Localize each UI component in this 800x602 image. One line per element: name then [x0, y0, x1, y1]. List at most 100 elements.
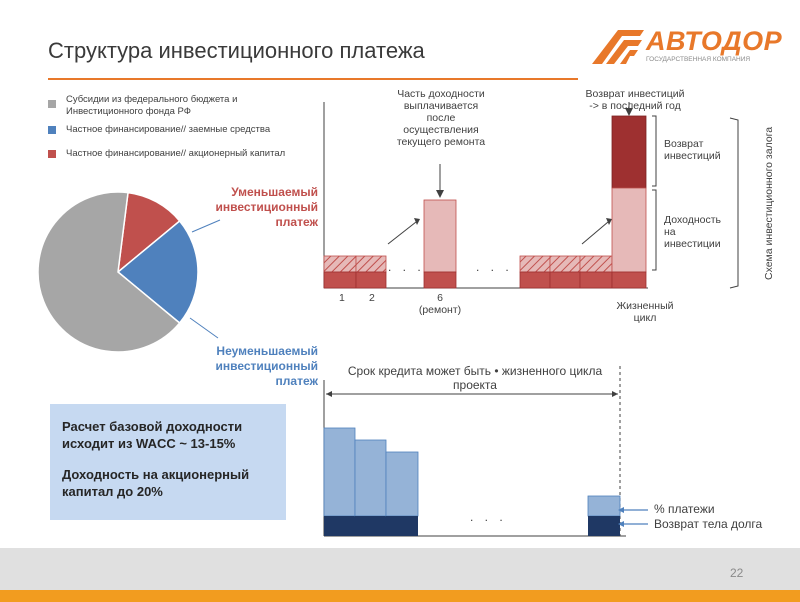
x-label-6-number: 6: [437, 292, 443, 304]
wacc-info-box: Расчет базовой доходности исходит из WAC…: [50, 404, 286, 520]
year2-base-bar: [355, 271, 387, 289]
legend-payments-arrowhead: [618, 507, 624, 513]
bracket-return-line2: инвестиций: [664, 150, 721, 162]
legend-subsidy-line2: Инвестиционного фонда РФ: [66, 106, 191, 117]
repair-year-yield-bar: [423, 199, 457, 273]
loan-last-principal-bar: [588, 516, 620, 536]
pie-slice-0: [37, 191, 181, 353]
loan-repayment-diagram: [323, 366, 648, 537]
repair-note-line5: текущего ремонта: [396, 136, 486, 148]
return-note-line1: Возврат инвестиций: [585, 88, 685, 100]
legend-subsidy: Субсидии из федерального бюджета и Инвес…: [66, 94, 237, 118]
arrow-last-diag-head: [606, 218, 612, 225]
bracket-yield-label: Доходность на инвестиции: [664, 214, 721, 250]
year2-yield-bar: [355, 255, 387, 273]
bracket-yield-line1: Доходность: [664, 214, 721, 226]
loan-year1-principal-bar: [324, 516, 355, 536]
bracket-return: [652, 115, 657, 187]
wacc-text: Расчет базовой доходности исходит из WAC…: [62, 418, 242, 452]
legend-debt: Частное финансирование// заемные средств…: [66, 124, 271, 135]
return-note: Возврат инвестиций -> в последний год: [570, 88, 700, 112]
nonreducible-line2: инвестиционный: [215, 359, 319, 373]
x-label-2: 2: [369, 292, 375, 304]
later-year1-base-bar: [519, 271, 551, 289]
loan-year2-principal-bar: [355, 516, 386, 536]
x-label-6-repair: (ремонт): [418, 304, 462, 316]
legend-subsidy-line1: Субсидии из федерального бюджета и: [66, 94, 238, 105]
loan-term-arrow-left: [326, 391, 332, 397]
life-cycle-label: Жизненный цикл: [610, 300, 680, 324]
loan-year1-interest-bar: [323, 427, 356, 517]
legend-swatch-equity: [48, 150, 56, 158]
repair-year-base-bar: [423, 271, 457, 289]
last-year-base-bar: [611, 271, 647, 289]
life-cycle-line2: цикл: [633, 312, 657, 324]
reducible-line3: платеж: [275, 215, 318, 229]
loan-year3-interest-bar: [385, 451, 419, 517]
bracket-return-line1: Возврат: [664, 138, 704, 150]
logo-name: АВТОДОР: [646, 26, 783, 56]
year1-base-bar: [323, 271, 357, 289]
loan-year2-interest-bar: [354, 439, 387, 517]
top-dots-1: . . .: [388, 260, 425, 274]
pointer-nonreducible: [189, 317, 219, 339]
arrow-repair-diag: [387, 221, 417, 245]
last-year-yield-bar: [611, 187, 647, 273]
loan-term-arrow-right: [612, 391, 618, 397]
arrow-repair-diag-head: [414, 218, 420, 225]
repair-note-line3: после: [426, 112, 456, 124]
loan-term-title-line2: проекта: [453, 378, 497, 392]
pie-pointers: [189, 219, 221, 339]
page-number: 22: [730, 566, 744, 580]
loan-last-interest-bar: [587, 495, 621, 517]
bottom-dots: . . .: [470, 510, 507, 524]
scheme-side-label: Схема инвестиционного залога: [763, 126, 775, 280]
info-line1: Расчет базовой доходности: [62, 419, 243, 434]
life-cycle-line1: Жизненный: [616, 300, 674, 312]
later-year2-base-bar: [549, 271, 581, 289]
footer-bar: [0, 548, 800, 594]
bracket-return-label: Возврат инвестиций: [664, 138, 721, 162]
bracket-scheme: [729, 117, 739, 289]
nonreducible-line1: Неуменьшаемый: [216, 344, 318, 358]
legend-payments-label: % платежи: [654, 502, 715, 516]
later-year1-yield-bar: [519, 255, 551, 273]
reducible-payment-label: Уменьшаемый инвестиционный платеж: [190, 185, 319, 230]
equity-return-text: Доходность на акционерный капитал до 20%: [62, 466, 249, 500]
loan-term-title-line1: Срок кредита может быть • жизненного цик…: [347, 364, 603, 378]
later-year3-base-bar: [579, 271, 613, 289]
pointer-reducible: [191, 219, 221, 233]
legend-principal-label: Возврат тела долга: [654, 517, 763, 531]
arrow-return-head: [625, 108, 633, 116]
page-title: Структура инвестиционного платежа: [48, 38, 425, 63]
pie-slice-1: [116, 219, 199, 325]
loan-term-title: Срок кредита может быть • жизненного цик…: [330, 364, 620, 392]
bracket-yield-line2: на: [664, 226, 676, 238]
legend-principal-arrowhead: [618, 521, 624, 527]
bracket-yield-line3: инвестиции: [664, 238, 721, 250]
collateral-scheme-diagram: [323, 102, 739, 289]
later-year2-yield-bar: [549, 255, 581, 273]
footer-accent: [0, 590, 800, 602]
x-label-1: 1: [339, 292, 345, 304]
pie-slice-2: [117, 191, 181, 274]
year1-yield-bar: [323, 255, 357, 273]
later-year3-yield-bar: [579, 255, 613, 273]
legend-swatch-subsidy: [48, 100, 56, 108]
arrow-last-diag: [581, 221, 609, 245]
reducible-line2: инвестиционный: [215, 200, 319, 214]
legend-equity: Частное финансирование// акционерный кап…: [66, 148, 286, 159]
bracket-yield: [652, 189, 657, 271]
x-label-6: 6 (ремонт): [412, 292, 468, 316]
nonreducible-payment-label: Неуменьшаемый инвестиционный платеж: [190, 344, 319, 389]
info-line3: Доходность на акционерный: [62, 467, 250, 482]
logo-icon: [592, 30, 644, 64]
info-line2: исходит из WACC ~ 13-15%: [62, 436, 236, 451]
arrow-repair-head: [436, 190, 444, 198]
loan-year3-principal-bar: [386, 516, 418, 536]
last-year-return-bar: [611, 115, 647, 189]
repair-note: Часть доходности выплачивается после осу…: [380, 88, 502, 148]
logo-subtitle: ГОСУДАРСТВЕННАЯ КОМПАНИЯ: [646, 56, 751, 63]
repair-note-line1: Часть доходности: [397, 88, 485, 100]
title-underline: [48, 78, 578, 80]
